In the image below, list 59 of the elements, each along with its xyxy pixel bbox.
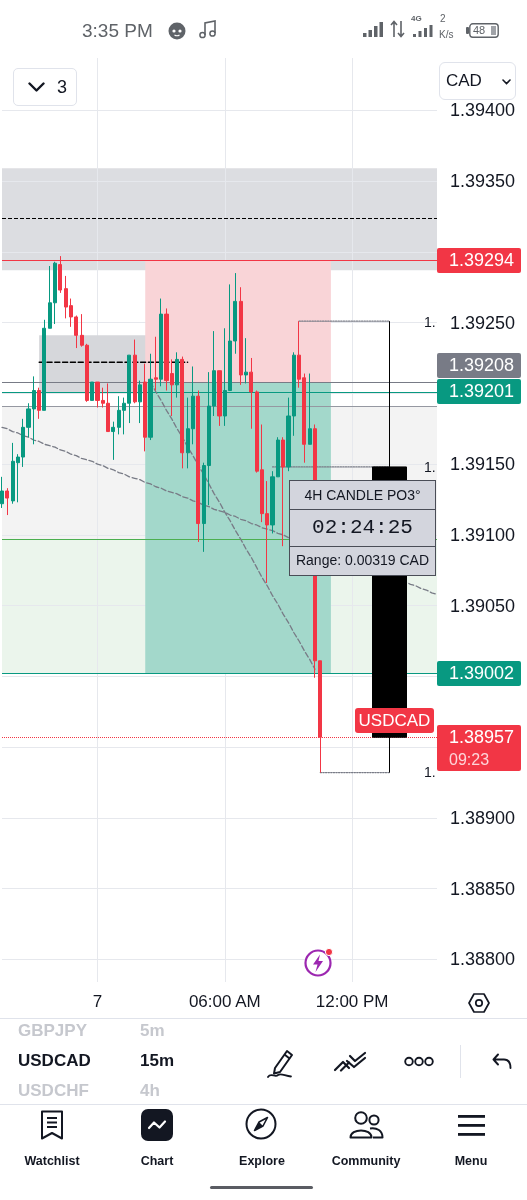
ref-line-label: 1.39002 [449, 662, 516, 685]
candlestick [249, 357, 253, 430]
text: 15m [140, 1051, 175, 1071]
text: 09:23 [449, 749, 491, 769]
y-tick-label: 1.39050 [450, 595, 516, 616]
text: 4h [140, 1081, 160, 1101]
annotation: 3 [57, 76, 68, 98]
annotation: USDCAD [355, 707, 434, 733]
text: Community [331, 1153, 401, 1169]
annotation: 1. [424, 313, 436, 331]
candlestick [111, 421, 115, 461]
text: K/s [439, 29, 454, 41]
candlestick [159, 298, 163, 387]
text: Explore [239, 1153, 285, 1169]
ref-line-label: 1.38957 [449, 725, 516, 749]
y-tick-label: 1.39250 [450, 312, 516, 333]
candlestick [196, 390, 200, 543]
text: Watchlist [24, 1153, 80, 1169]
x-tick-label: 12:00 PM [315, 992, 389, 1011]
candlestick [217, 370, 222, 427]
candlestick [281, 436, 285, 547]
text: 5m [140, 1021, 165, 1041]
text: 3:35 PM [82, 18, 153, 42]
text: Menu [454, 1153, 488, 1169]
text: USDCAD [18, 1051, 91, 1071]
text: Chart [140, 1153, 174, 1169]
ref-line-label: 1.39201 [449, 380, 516, 404]
y-tick-label: 1.38850 [450, 878, 516, 899]
candlestick [239, 286, 243, 386]
candlestick [180, 356, 184, 469]
annotation: Range: 0.00319 CAD [294, 551, 431, 570]
text: USDCHF [18, 1081, 89, 1101]
annotation: 1. [424, 763, 436, 781]
annotation: 1. [424, 458, 436, 476]
candlestick [244, 337, 248, 384]
candlestick [5, 487, 9, 516]
candlestick [133, 339, 137, 404]
y-tick-label: 1.39150 [450, 454, 516, 475]
text: 48 [473, 24, 486, 37]
ref-line-label: 1.39208 [449, 354, 516, 378]
y-tick-label: 1.39350 [450, 171, 516, 192]
x-tick-label: 06:00 AM [188, 992, 261, 1011]
candlestick [143, 363, 147, 452]
y-tick-label: 1.39100 [450, 524, 516, 545]
y-tick-label: 1.38900 [450, 807, 516, 828]
text: CAD [446, 71, 482, 91]
candlestick [154, 336, 158, 392]
annotation: 02:24:25 [290, 510, 435, 547]
text: 4G [411, 14, 422, 24]
candlestick [37, 387, 41, 420]
x-tick-label: 7 [92, 992, 103, 1011]
y-tick-label: 1.38800 [450, 949, 516, 970]
text: 2 [440, 13, 446, 25]
info-panel: 4H CANDLE PO3° 02:24:25 Range: 0.00319 CAD [289, 480, 436, 576]
ref-line-label: 1.39294 [449, 248, 516, 272]
text: GBPJPY [18, 1021, 87, 1041]
annotation: 4H CANDLE PO3° [290, 481, 435, 510]
candlestick [0, 476, 4, 509]
y-tick-label: 1.39400 [450, 100, 516, 121]
